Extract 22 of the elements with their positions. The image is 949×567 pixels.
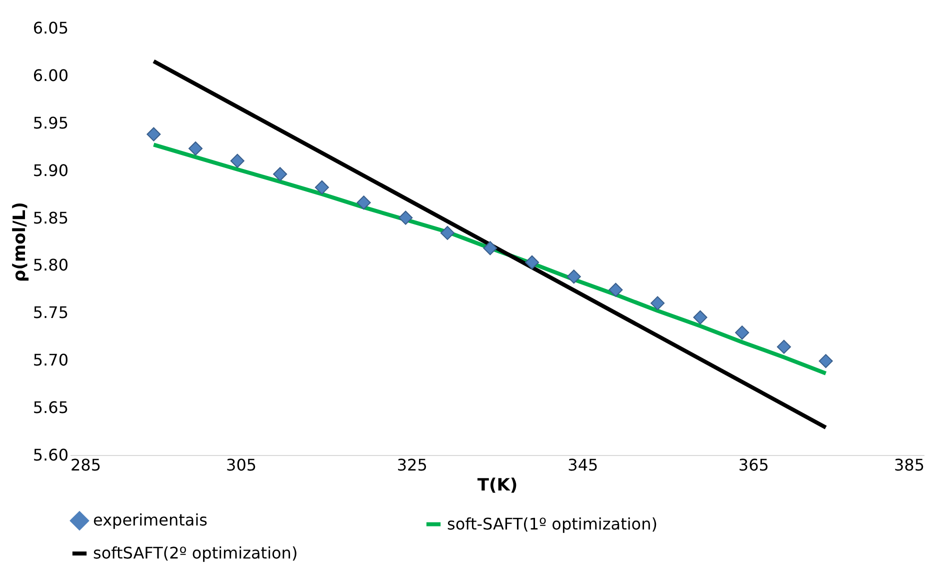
legend-label: experimentais [93, 510, 208, 530]
y-tick-label: 5.80 [32, 256, 68, 275]
y-tick-label: 5.90 [32, 160, 68, 180]
x-tick-label: 345 [568, 456, 598, 474]
y-tick-label: 5.85 [32, 208, 68, 228]
x-tick-label: 385 [894, 456, 924, 474]
y-tick-label: 5.60 [32, 446, 68, 464]
x-tick-label: 325 [396, 456, 428, 474]
y-tick-label: 5.75 [32, 303, 68, 322]
y-tick-label: 6.00 [32, 66, 68, 85]
legend-label: soft-SAFT(1º optimization) [447, 514, 658, 534]
x-tick-label: 305 [226, 456, 257, 474]
legend-label: softSAFT(2º optimization) [93, 544, 298, 562]
x-axis-title: T(K) [477, 476, 518, 496]
y-tick-label: 6.05 [32, 18, 68, 38]
y-tick-label: 5.65 [32, 398, 68, 418]
x-tick-label: 365 [738, 456, 769, 474]
line-series [152, 142, 828, 376]
y-tick-label: 5.95 [32, 113, 68, 132]
y-axis-title: ρ(mol/L) [10, 202, 30, 282]
y-tick-label: 5.70 [32, 350, 68, 370]
x-tick-label: 285 [70, 456, 102, 474]
